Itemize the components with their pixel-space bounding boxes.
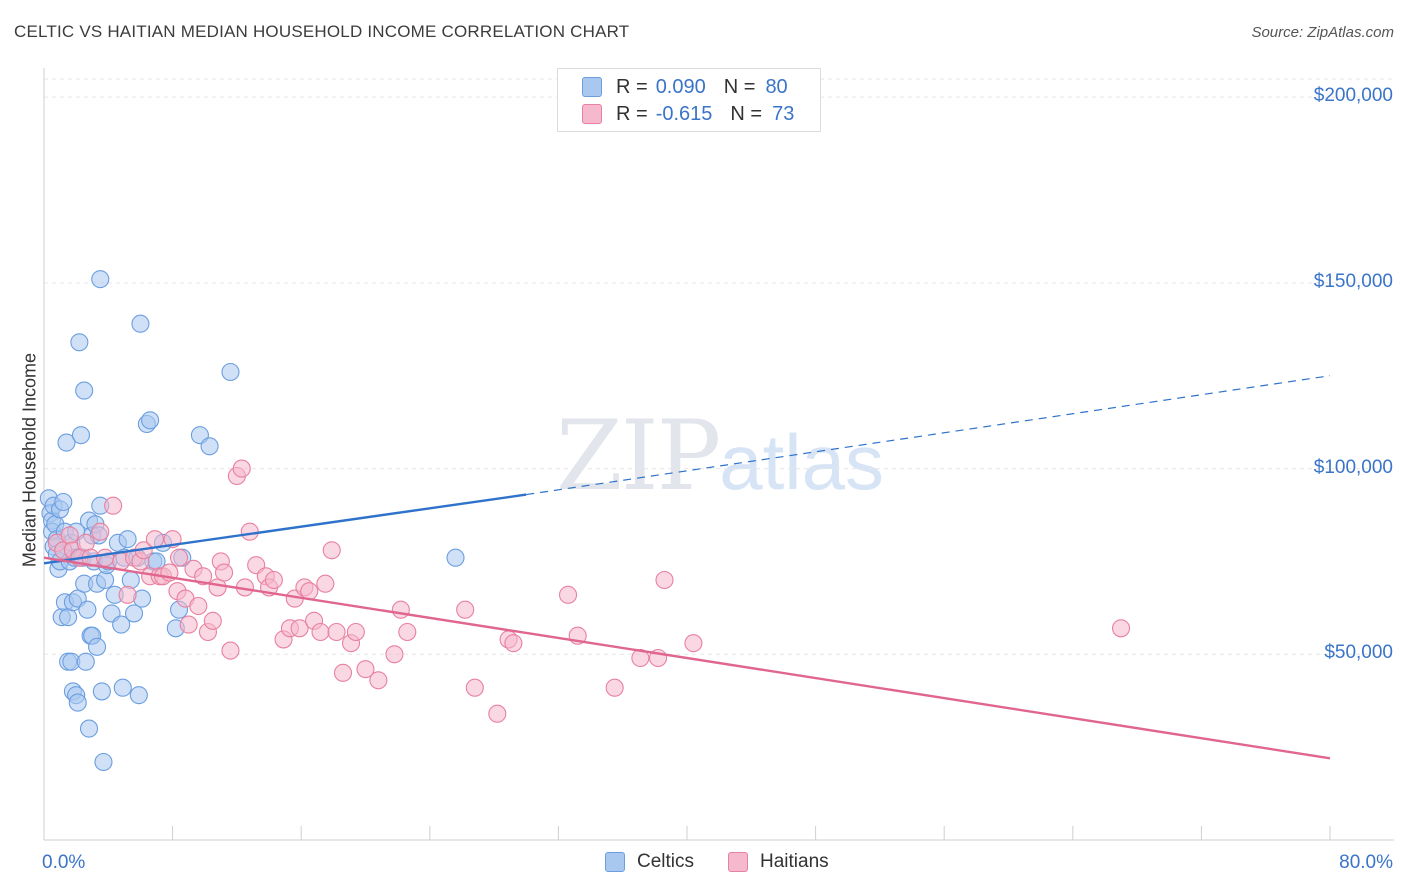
haitians-point-62 xyxy=(465,678,484,697)
y-tick-label-1: $100,000 xyxy=(1313,456,1393,478)
celtics-point-28 xyxy=(68,693,87,712)
celtics-point-59 xyxy=(113,678,132,697)
haitians-point-7 xyxy=(91,522,110,541)
haitians-point-24 xyxy=(179,615,198,634)
haitians-point-50 xyxy=(316,574,335,593)
celtics-point-31 xyxy=(71,426,91,445)
watermark: ZIPatlas xyxy=(556,400,884,512)
legend-item-celtics: Celtics xyxy=(605,851,694,873)
haitians-point-61 xyxy=(456,600,475,619)
watermark-atlas: atlas xyxy=(719,418,884,506)
haitians-point-45 xyxy=(290,619,309,638)
haitians-point-16 xyxy=(145,530,164,549)
haitians-point-52 xyxy=(327,622,346,642)
legend-item-haitians: Haitians xyxy=(728,851,829,873)
legend-label-celtics: Celtics xyxy=(637,851,695,872)
r-label: R = xyxy=(616,102,648,125)
haitians-point-49 xyxy=(311,622,330,642)
haitians-point-41 xyxy=(264,570,283,590)
haitians-point-37 xyxy=(240,522,259,541)
celtics-legend-swatch xyxy=(605,852,625,872)
haitians-point-53 xyxy=(333,663,353,682)
haitians-point-2 xyxy=(60,526,79,545)
haitians-point-56 xyxy=(356,660,375,679)
haitians-point-63 xyxy=(488,704,507,723)
stats-legend: R = 0.090 N = 80 R = -0.615 N = 73 xyxy=(557,68,821,132)
haitians-point-29 xyxy=(203,611,222,630)
haitians-point-72 xyxy=(684,634,703,653)
haitians-legend-swatch xyxy=(728,852,748,872)
haitians-point-65 xyxy=(504,634,523,653)
celtics-point-50 xyxy=(92,682,111,701)
celtics-point-77 xyxy=(200,437,219,456)
haitians-point-68 xyxy=(605,678,624,697)
r-value: 0.090 xyxy=(655,75,706,98)
n-label: N = xyxy=(730,102,763,125)
haitians-point-51 xyxy=(322,541,341,560)
celtics-trend-line xyxy=(43,493,527,565)
r-label: R = xyxy=(616,75,648,98)
celtics-point-14 xyxy=(54,492,73,512)
x-tick-label-max: 80.0% xyxy=(1339,852,1393,873)
y-tick-label-0: $50,000 xyxy=(1324,642,1393,664)
haitians-point-71 xyxy=(655,570,674,590)
celtics-point-61 xyxy=(118,530,137,549)
celtics-point-78 xyxy=(221,362,240,382)
haitians-point-73 xyxy=(1111,619,1131,638)
source-credit: Source: ZipAtlas.com xyxy=(1251,24,1394,41)
haitians-point-32 xyxy=(214,563,234,582)
watermark-zip: ZIP xyxy=(556,400,721,512)
celtics-point-63 xyxy=(124,604,144,623)
r-value: -0.615 xyxy=(655,102,713,125)
celtics-trend-extension xyxy=(526,375,1331,496)
haitians-trend-line xyxy=(43,556,1331,760)
celtics-point-65 xyxy=(129,686,148,705)
haitians-point-27 xyxy=(194,567,213,586)
celtics-point-30 xyxy=(70,333,89,352)
series-legend: Celtics Haitians xyxy=(0,851,1406,877)
legend-label-haitians: Haitians xyxy=(760,851,829,872)
n-value: 80 xyxy=(765,75,788,98)
haitians-point-22 xyxy=(169,548,189,567)
haitians-point-69 xyxy=(631,648,650,668)
haitians-point-35 xyxy=(232,459,251,478)
celtics-point-45 xyxy=(87,637,107,656)
haitians-point-8 xyxy=(96,548,115,567)
chart-title: CELTIC VS HAITIAN MEDIAN HOUSEHOLD INCOM… xyxy=(14,22,630,41)
celtics-point-66 xyxy=(131,314,150,333)
y-axis-label: Median Household Income xyxy=(19,352,40,568)
celtics-point-51 xyxy=(94,752,113,772)
celtics-point-79 xyxy=(446,548,465,567)
haitians-point-11 xyxy=(118,585,137,604)
celtics-point-36 xyxy=(76,652,95,671)
haitians-point-66 xyxy=(558,585,578,604)
celtics-point-37 xyxy=(78,600,97,619)
celtics-point-38 xyxy=(79,719,99,738)
n-label: N = xyxy=(723,75,756,98)
celtics-point-52 xyxy=(96,570,115,590)
haitians-point-57 xyxy=(369,671,388,690)
celtics-point-34 xyxy=(75,381,94,400)
haitians-point-33 xyxy=(221,641,240,660)
celtics-swatch xyxy=(582,77,602,97)
stats-legend-row-celtics: R = 0.090 N = 80 xyxy=(582,75,788,99)
celtics-point-69 xyxy=(141,411,160,430)
y-tick-label-3: $200,000 xyxy=(1313,85,1393,107)
stats-legend-row-haitians: R = -0.615 N = 73 xyxy=(582,102,794,126)
celtics-point-62 xyxy=(121,570,140,590)
celtics-point-49 xyxy=(91,270,110,289)
haitians-point-59 xyxy=(391,600,410,619)
haitians-point-9 xyxy=(104,496,123,515)
y-tick-label-2: $150,000 xyxy=(1313,270,1393,292)
haitians-point-55 xyxy=(346,622,365,642)
haitians-swatch xyxy=(582,104,602,124)
x-tick-label-min: 0.0% xyxy=(42,852,86,873)
haitians-point-26 xyxy=(189,596,208,616)
celtics-point-17 xyxy=(57,433,76,452)
celtics-point-58 xyxy=(112,615,131,634)
haitians-point-60 xyxy=(398,622,417,642)
haitians-point-58 xyxy=(385,645,404,664)
n-value: 73 xyxy=(772,102,795,125)
